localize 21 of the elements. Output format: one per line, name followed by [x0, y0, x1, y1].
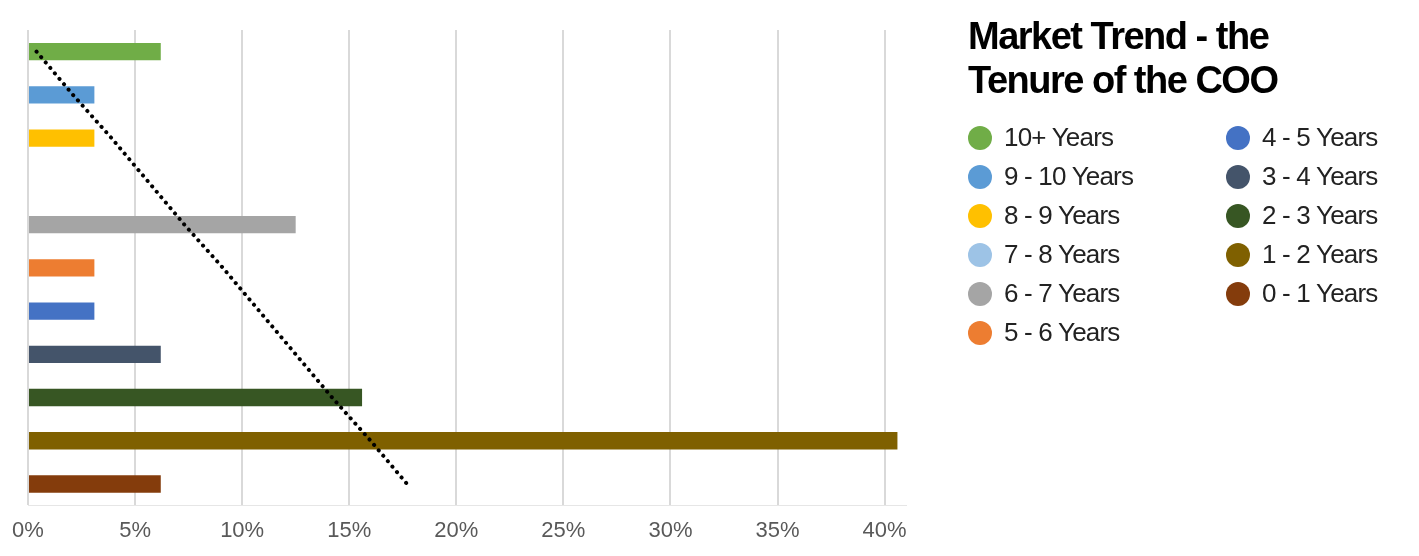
- legend-label: 3 - 4 Years: [1262, 161, 1378, 192]
- legend-label: 0 - 1 Years: [1262, 278, 1378, 309]
- legend-label: 7 - 8 Years: [1004, 239, 1120, 270]
- x-tick-label: 35%: [755, 516, 800, 542]
- legend-label: 9 - 10 Years: [1004, 161, 1134, 192]
- x-tick-label: 10%: [220, 516, 265, 542]
- x-tick-label: 25%: [541, 516, 586, 542]
- legend-label: 8 - 9 Years: [1004, 200, 1120, 231]
- x-tick-label: 5%: [119, 516, 151, 542]
- x-tick-label: 20%: [434, 516, 479, 542]
- legend-label: 1 - 2 Years: [1262, 239, 1378, 270]
- legend-label: 2 - 3 Years: [1262, 200, 1378, 231]
- x-tick-label: 0%: [12, 516, 44, 542]
- legend-label: 10+ Years: [1004, 122, 1114, 153]
- legend-label: 6 - 7 Years: [1004, 278, 1120, 309]
- x-tick-label: 15%: [327, 516, 372, 542]
- legend-label: 4 - 5 Years: [1262, 122, 1378, 153]
- legend-label: 5 - 6 Years: [1004, 317, 1120, 348]
- x-tick-label: 40%: [862, 516, 907, 542]
- x-tick-label: 30%: [648, 516, 693, 542]
- text: Market Trend - the Tenure of the COO: [968, 14, 1279, 102]
